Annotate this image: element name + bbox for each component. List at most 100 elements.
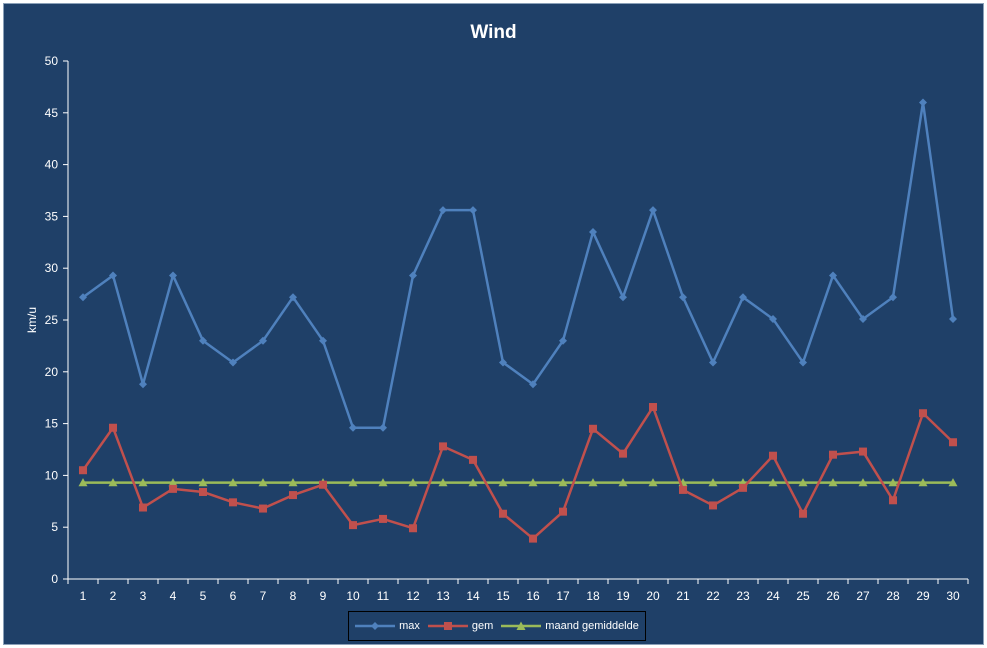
legend-marker-maand-gemiddelde: [516, 621, 526, 630]
data-point-max: [739, 293, 747, 302]
data-point-max: [859, 314, 867, 323]
data-point-max: [649, 206, 657, 215]
data-point-gem: [289, 491, 297, 500]
data-point-maand-gemiddelde: [168, 478, 178, 487]
data-point-gem: [109, 423, 117, 432]
data-point-max: [229, 358, 237, 367]
data-point-maand-gemiddelde: [888, 478, 898, 487]
legend: max gem maand gemiddelde: [348, 611, 646, 641]
data-point-maand-gemiddelde: [768, 478, 778, 487]
data-point-maand-gemiddelde: [918, 478, 928, 487]
series-line-gem: [81, 405, 954, 540]
x-tick-label: 17: [556, 589, 570, 603]
x-tick-label: 13: [436, 589, 450, 603]
data-point-gem: [949, 438, 957, 447]
legend-label-gem: gem: [471, 620, 494, 632]
y-tick-label: 40: [45, 158, 59, 172]
data-point-maand-gemiddelde: [468, 478, 478, 487]
x-tick-label: 7: [260, 589, 267, 603]
data-point-gem: [469, 455, 477, 464]
data-point-max: [319, 336, 327, 345]
data-point-max: [349, 423, 357, 432]
data-point-max: [439, 206, 447, 215]
y-tick-label: 45: [45, 106, 59, 120]
legend-label-max: max: [399, 620, 420, 632]
legend-item-gem: gem: [427, 620, 494, 632]
data-point-gem: [859, 447, 867, 456]
chart-title: Wind: [470, 22, 517, 43]
y-tick-label: 0: [51, 572, 58, 586]
data-point-gem: [229, 498, 237, 507]
data-point-maand-gemiddelde: [498, 478, 508, 487]
data-point-max: [409, 271, 417, 280]
x-tick-label: 14: [466, 589, 480, 603]
data-point-max: [889, 293, 897, 302]
x-tick-label: 29: [916, 589, 930, 603]
data-point-max: [559, 336, 567, 345]
data-point-max: [79, 293, 87, 302]
y-tick-label: 25: [45, 313, 59, 327]
data-point-maand-gemiddelde: [408, 478, 418, 487]
data-point-maand-gemiddelde: [258, 478, 268, 487]
data-point-maand-gemiddelde: [588, 478, 598, 487]
series-line-max: [82, 101, 955, 429]
y-tick-label: 5: [51, 520, 58, 534]
chart-area: Wind 0 5 10 15 20 25 30 35 40 45 50 1 2 3 4 5 6 7 8 9 10 11 12…: [3, 3, 984, 645]
x-tick-label: 23: [736, 589, 750, 603]
data-point-maand-gemiddelde: [618, 478, 628, 487]
data-point-max: [619, 293, 627, 302]
data-point-gem: [589, 424, 597, 433]
legend-marker-gem: [443, 622, 452, 630]
data-point-maand-gemiddelde: [378, 478, 388, 487]
data-point-maand-gemiddelde: [648, 478, 658, 487]
data-point-gem: [799, 509, 807, 518]
y-tick-label: 15: [45, 417, 59, 431]
data-point-max: [499, 358, 507, 367]
data-point-gem: [739, 483, 747, 492]
data-point-max: [799, 358, 807, 367]
data-point-gem: [169, 484, 177, 493]
x-tick-label: 21: [676, 589, 690, 603]
data-point-maand-gemiddelde: [228, 478, 238, 487]
y-tick-label: 50: [45, 54, 59, 68]
x-tick-label: 16: [526, 589, 540, 603]
x-tick-label: 11: [377, 589, 390, 603]
data-point-gem: [199, 487, 207, 496]
y-axis-label: km/u: [25, 307, 39, 333]
data-point-max: [469, 206, 477, 215]
data-point-gem: [619, 449, 627, 458]
data-point-gem: [499, 509, 507, 518]
data-point-max: [949, 314, 957, 323]
x-tick-label: 27: [856, 589, 870, 603]
x-tick-label: 5: [200, 589, 207, 603]
data-point-gem: [259, 504, 267, 513]
x-tick-label: 20: [646, 589, 660, 603]
data-point-max: [709, 358, 717, 367]
data-point-gem: [889, 496, 897, 505]
data-point-maand-gemiddelde: [828, 478, 838, 487]
y-tick-label: 35: [45, 209, 59, 223]
x-tick-label: 18: [586, 589, 600, 603]
x-tick-label: 28: [886, 589, 900, 603]
x-tick-label: 30: [946, 589, 960, 603]
data-point-max: [139, 380, 147, 389]
legend-swatch-max: [355, 622, 396, 630]
data-point-maand-gemiddelde: [798, 478, 808, 487]
x-tick-label: 22: [706, 589, 720, 603]
x-tick-label: 26: [826, 589, 840, 603]
data-point-gem: [139, 503, 147, 512]
legend-swatch-gem: [427, 622, 468, 630]
legend-marker-max: [371, 622, 380, 630]
data-point-maand-gemiddelde: [438, 478, 448, 487]
x-tick-label: 8: [290, 589, 297, 603]
data-point-max: [529, 380, 537, 389]
data-point-gem: [709, 501, 717, 510]
data-point-gem: [769, 451, 777, 460]
legend-swatch-maand-gemiddelde: [501, 621, 542, 630]
data-point-gem: [439, 442, 447, 451]
y-tick-label: 30: [45, 261, 59, 275]
data-point-max: [679, 293, 687, 302]
data-point-max: [259, 336, 267, 345]
data-point-gem: [679, 485, 687, 494]
